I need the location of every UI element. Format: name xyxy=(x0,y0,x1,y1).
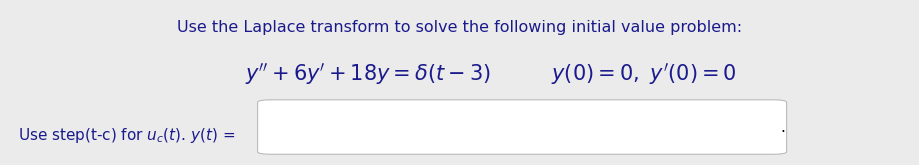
FancyBboxPatch shape xyxy=(257,100,786,154)
Text: .: . xyxy=(779,120,784,134)
Text: $y'' + 6y' + 18y = \delta(t - 3)$: $y'' + 6y' + 18y = \delta(t - 3)$ xyxy=(244,61,491,87)
Text: Use the Laplace transform to solve the following initial value problem:: Use the Laplace transform to solve the f… xyxy=(177,20,742,35)
Text: Use step(t-c) for $u_c(t)$. $y(t)$ =: Use step(t-c) for $u_c(t)$. $y(t)$ = xyxy=(18,126,235,145)
Text: $y(0) = 0,\ y'(0) = 0$: $y(0) = 0,\ y'(0) = 0$ xyxy=(550,61,736,87)
